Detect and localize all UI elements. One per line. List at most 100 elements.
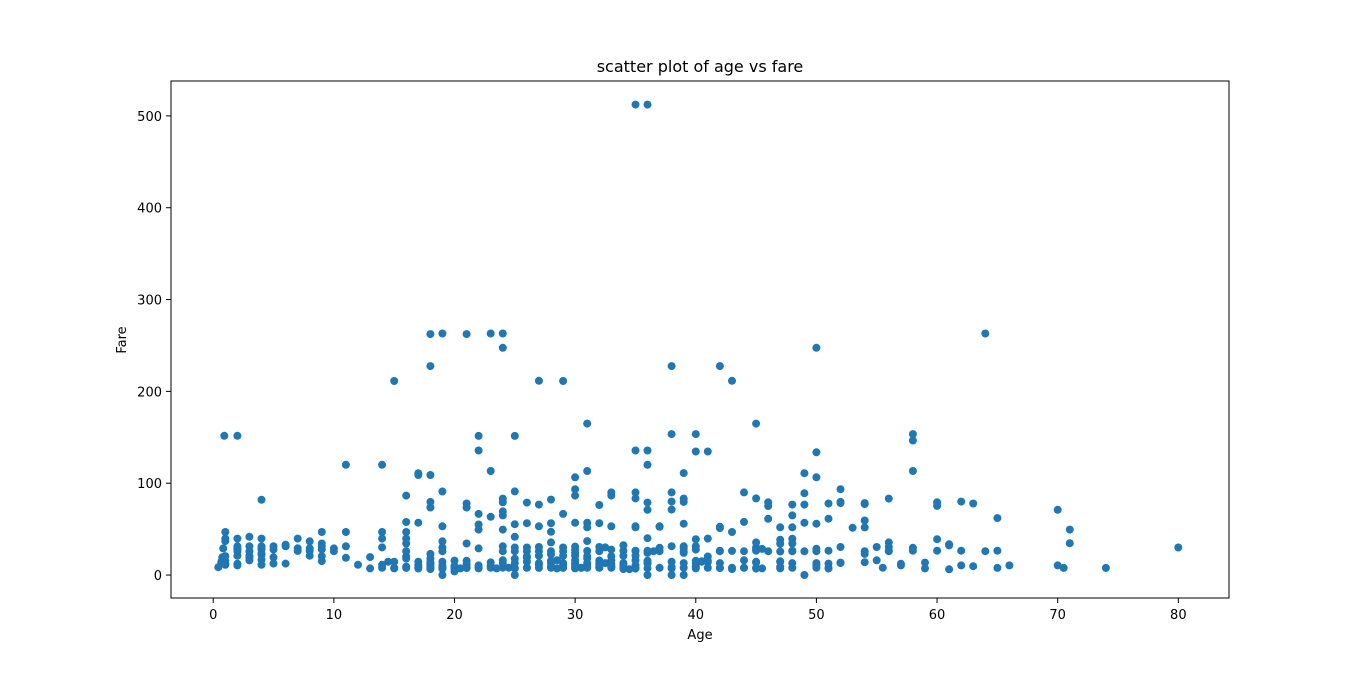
data-point — [474, 509, 483, 518]
data-point — [752, 419, 761, 428]
data-point — [969, 499, 978, 508]
data-point — [643, 534, 652, 543]
data-point — [571, 564, 580, 573]
data-point — [848, 523, 857, 532]
data-point — [740, 517, 748, 526]
data-point — [257, 534, 266, 543]
data-point — [800, 469, 809, 478]
data-point — [438, 522, 447, 531]
data-point — [426, 559, 435, 568]
data-point — [933, 501, 942, 510]
data-point — [426, 471, 435, 479]
data-point — [438, 487, 447, 496]
x-tick-label: 60 — [929, 608, 946, 623]
data-point — [281, 559, 290, 568]
data-point — [305, 551, 314, 560]
y-tick-label: 0 — [154, 569, 162, 584]
data-point — [667, 488, 676, 497]
data-point — [812, 563, 821, 572]
data-point — [559, 563, 568, 572]
data-point — [522, 563, 531, 572]
data-point — [281, 542, 290, 551]
data-point — [824, 546, 833, 555]
data-point — [691, 447, 700, 456]
data-point — [1053, 505, 1062, 514]
data-point — [981, 547, 990, 556]
data-point — [498, 563, 507, 572]
data-point — [908, 436, 917, 445]
data-point — [571, 491, 580, 500]
data-point — [691, 430, 700, 439]
data-point — [221, 537, 230, 546]
data-point — [655, 522, 664, 531]
data-point — [740, 556, 748, 565]
data-point — [426, 565, 435, 574]
data-point — [559, 377, 568, 385]
data-point — [510, 431, 519, 440]
data-point — [595, 547, 604, 556]
data-point — [510, 520, 519, 529]
data-point — [776, 564, 785, 573]
data-point — [740, 488, 748, 497]
data-point — [643, 564, 652, 573]
data-point — [219, 544, 228, 553]
data-point — [438, 537, 447, 546]
data-point — [800, 518, 809, 527]
data-point — [534, 551, 543, 560]
x-tick-label: 0 — [209, 608, 217, 623]
data-point — [1005, 561, 1014, 570]
data-point — [378, 543, 387, 552]
data-point — [510, 547, 519, 556]
data-point — [450, 567, 459, 576]
data-point — [1101, 563, 1110, 572]
data-point — [728, 546, 736, 555]
data-point — [643, 498, 652, 507]
data-point — [957, 546, 966, 555]
data-point — [317, 545, 326, 554]
data-point — [667, 362, 676, 371]
data-point — [788, 523, 797, 532]
data-point — [571, 518, 580, 527]
data-point — [269, 559, 278, 568]
data-point — [764, 547, 773, 556]
x-tick-label: 80 — [1170, 608, 1187, 623]
data-point — [908, 430, 917, 439]
data-point — [993, 563, 1002, 572]
data-point — [619, 541, 628, 550]
data-point — [643, 571, 652, 579]
data-point — [553, 564, 561, 573]
data-point — [378, 528, 387, 536]
plot-frame — [170, 80, 1230, 599]
y-tick-label: 100 — [137, 477, 162, 492]
data-point — [233, 559, 242, 568]
data-point — [788, 511, 797, 520]
data-point — [758, 564, 767, 573]
data-point — [426, 330, 435, 339]
y-tick-label: 300 — [137, 294, 162, 309]
data-point — [571, 473, 580, 482]
data-point — [366, 564, 375, 573]
data-point — [462, 330, 471, 339]
data-point — [764, 514, 773, 523]
data-point — [667, 564, 676, 573]
data-point — [957, 561, 966, 570]
data-point — [462, 503, 471, 512]
data-point — [878, 563, 887, 572]
data-point — [583, 537, 592, 546]
data-point — [1059, 563, 1068, 572]
data-point — [547, 563, 555, 572]
data-point — [752, 494, 761, 503]
data-point — [812, 343, 821, 352]
data-point — [860, 523, 869, 532]
data-point — [957, 497, 966, 506]
data-point — [522, 519, 531, 528]
data-point — [245, 532, 254, 541]
data-point — [402, 554, 411, 563]
data-point — [679, 548, 688, 557]
data-point — [1174, 543, 1183, 552]
data-point — [908, 546, 917, 555]
data-point — [715, 524, 724, 533]
data-point — [245, 542, 254, 551]
